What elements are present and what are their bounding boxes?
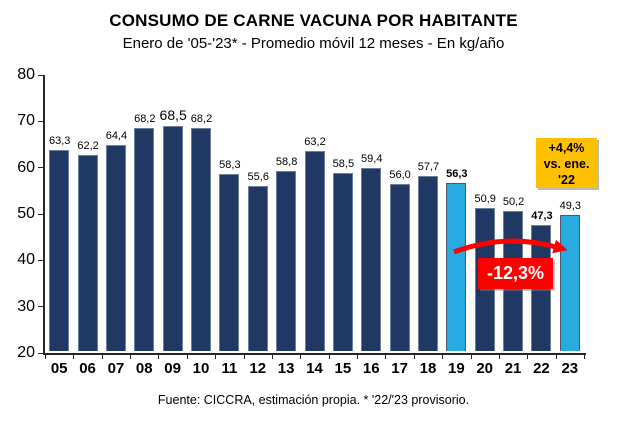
x-tick-mark — [243, 353, 245, 359]
bar-value-label-09: 68,5 — [159, 107, 187, 124]
x-tick-label-14: 14 — [306, 360, 323, 377]
x-tick-mark — [186, 353, 188, 359]
yoy-change-badge: +4,4% vs. ene. '22 — [536, 138, 597, 188]
x-tick-mark — [45, 353, 46, 359]
x-tick-mark — [442, 353, 444, 359]
y-tick-label-70: 70 — [17, 112, 35, 130]
x-tick-label-16: 16 — [362, 360, 380, 377]
bar-14 — [304, 150, 325, 351]
x-tick-label-18: 18 — [419, 360, 437, 377]
bar-07 — [105, 145, 126, 351]
bar-06 — [77, 155, 98, 351]
x-tick-mark — [101, 353, 103, 359]
x-tick-label-23: 23 — [561, 360, 579, 377]
x-tick-mark — [385, 353, 387, 359]
x-tick-mark — [328, 353, 330, 359]
bar-value-label-23: 49,3 — [559, 200, 582, 213]
x-tick-mark — [584, 353, 585, 359]
bar-11 — [219, 173, 240, 351]
bar-value-label-20: 50,9 — [474, 192, 496, 205]
bar-12 — [247, 186, 268, 351]
x-tick-label-17: 17 — [391, 360, 408, 377]
x-tick-label-13: 13 — [277, 360, 295, 377]
x-tick-label-07: 07 — [107, 360, 125, 377]
y-tick-mark — [38, 120, 44, 122]
x-tick-mark — [215, 353, 217, 359]
chart-title: CONSUMO DE CARNE VACUNA POR HABITANTE — [109, 11, 518, 30]
x-tick-mark — [300, 353, 302, 359]
y-tick-mark — [38, 352, 44, 354]
x-tick-mark — [498, 353, 500, 359]
bar-13 — [276, 171, 297, 351]
x-tick-label-20: 20 — [476, 360, 494, 377]
decline-badge: -12,3% — [478, 258, 553, 289]
yoy-change-line1: +4,4% — [548, 141, 585, 155]
x-tick-label-06: 06 — [79, 360, 96, 377]
plot-area: 63,3 62,2 64,4 68,2 68,5 68,2 58,3 55,6 58,8 63,2… — [43, 75, 586, 355]
bar-value-label-18: 57,7 — [417, 161, 440, 174]
bar-value-label-06: 62,2 — [77, 140, 99, 153]
bar-value-label-16: 59,4 — [361, 153, 383, 166]
bar-16 — [361, 168, 382, 351]
chart-subtitle: Enero de '05-'23* - Promedio móvil 12 me… — [122, 35, 505, 52]
x-tick-label-09: 09 — [164, 360, 181, 377]
bar-value-label-07: 64,4 — [105, 130, 128, 143]
bar-value-label-10: 68,2 — [190, 112, 213, 125]
x-tick-label-22: 22 — [533, 360, 550, 377]
y-tick-mark — [38, 74, 44, 76]
x-tick-label-05: 05 — [50, 360, 68, 377]
x-tick-mark — [357, 353, 359, 359]
x-tick-mark — [271, 353, 273, 359]
y-tick-mark — [38, 306, 44, 308]
y-tick-label-50: 50 — [17, 205, 35, 222]
bar-value-label-15: 58,5 — [332, 157, 355, 170]
y-tick-label-60: 60 — [17, 158, 35, 176]
x-tick-mark — [470, 353, 472, 359]
x-tick-mark — [527, 353, 529, 359]
bar-17 — [389, 184, 410, 351]
y-tick-mark — [38, 213, 44, 215]
y-tick-label-40: 40 — [17, 251, 35, 269]
source-note: Fuente: CICCRA, estimación propia. * '22… — [157, 393, 470, 407]
bar-value-label-05: 63,3 — [48, 135, 71, 148]
bar-09 — [162, 126, 183, 351]
x-tick-label-12: 12 — [249, 360, 267, 377]
x-tick-mark — [158, 353, 160, 359]
bar-value-label-12: 55,6 — [247, 171, 269, 184]
x-tick-mark — [130, 353, 132, 359]
y-tick-mark — [38, 167, 44, 169]
bar-value-label-22: 47,3 — [531, 209, 553, 222]
x-tick-label-08: 08 — [135, 360, 153, 377]
bar-value-label-17: 56,0 — [389, 169, 411, 182]
y-tick-label-80: 80 — [17, 66, 35, 83]
x-tick-label-15: 15 — [334, 360, 352, 377]
bar-value-label-08: 68,2 — [134, 112, 156, 125]
y-tick-label-30: 30 — [17, 297, 35, 315]
bar-05 — [49, 150, 70, 351]
x-tick-label-11: 11 — [221, 360, 238, 377]
bar-value-label-19: 56,3 — [446, 167, 468, 180]
bar-value-label-13: 58,8 — [275, 156, 298, 169]
x-tick-mark — [555, 353, 557, 359]
x-tick-mark — [413, 353, 415, 359]
bar-18 — [417, 176, 438, 351]
x-tick-label-19: 19 — [447, 360, 465, 377]
bar-value-label-21: 50,2 — [502, 196, 525, 209]
bar-15 — [332, 172, 353, 351]
bar-value-label-14: 63,2 — [304, 135, 326, 148]
x-tick-label-10: 10 — [192, 360, 210, 377]
bars-container: 63,3 62,2 64,4 68,2 68,5 68,2 58,3 55,6 58,8 63,2… — [45, 75, 584, 351]
x-tick-label-21: 21 — [504, 360, 522, 377]
yoy-change-line2: vs. ene. — [543, 157, 590, 171]
x-tick-mark — [73, 353, 75, 359]
bar-value-label-11: 58,3 — [219, 158, 241, 171]
bar-08 — [134, 127, 155, 351]
yoy-change-line3: '22 — [558, 173, 575, 187]
bar-19 — [446, 182, 467, 351]
y-tick-label-20: 20 — [17, 344, 35, 361]
bar-10 — [191, 127, 212, 351]
y-tick-mark — [38, 259, 44, 261]
bar-23 — [559, 215, 580, 351]
